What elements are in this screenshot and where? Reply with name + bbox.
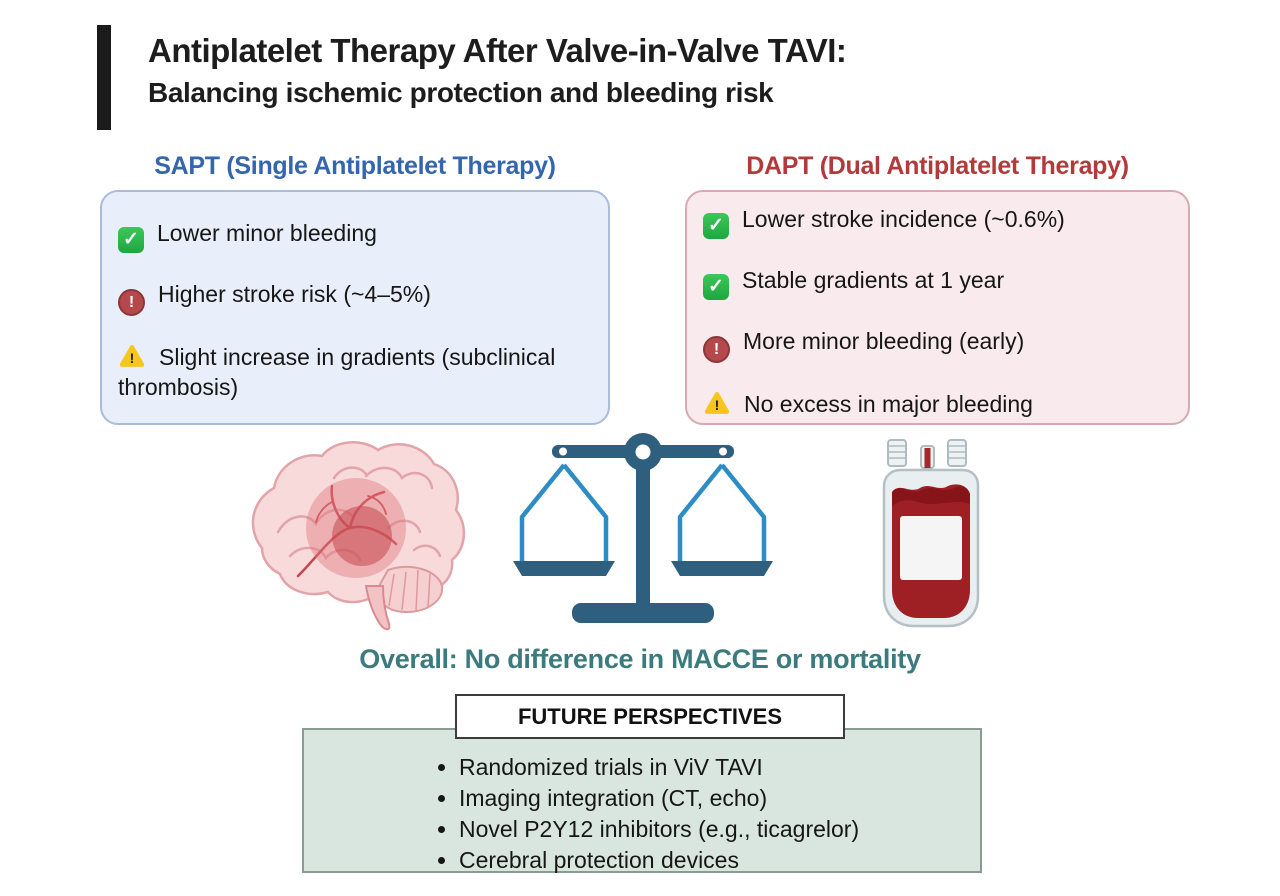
bullet-item: Cerebral protection devices <box>459 845 980 875</box>
item-text: Stable gradients at 1 year <box>742 267 1005 293</box>
list-item: ✓ Stable gradients at 1 year <box>703 265 1172 300</box>
list-item: ✓ Lower minor bleeding <box>118 218 592 253</box>
item-text: Higher stroke risk (~4–5%) <box>158 281 431 307</box>
alert-icon: ! <box>118 289 145 316</box>
blood-bag-icon <box>882 439 980 628</box>
dapt-heading: DAPT (Dual Antiplatelet Therapy) <box>746 152 1129 180</box>
check-icon: ✓ <box>118 227 144 253</box>
alert-icon: ! <box>703 336 730 363</box>
title-accent-bar <box>97 25 111 130</box>
overall-summary: Overall: No difference in MACCE or morta… <box>359 644 921 674</box>
list-item: ✓ Lower stroke incidence (~0.6%) <box>703 204 1172 239</box>
item-text: Slight increase in gradients (subclinica… <box>118 344 556 400</box>
future-perspectives-box: Randomized trials in ViV TAVI Imaging in… <box>302 728 982 873</box>
dapt-items: ✓ Lower stroke incidence (~0.6%) ✓ Stable … <box>687 192 1188 419</box>
warning-icon: ! <box>119 344 145 367</box>
warning-icon: ! <box>704 391 730 414</box>
list-item: ! No excess in major bleeding <box>703 389 1172 419</box>
list-item: ! Slight increase in gradients (subclini… <box>118 342 592 402</box>
check-icon: ✓ <box>703 274 729 300</box>
item-text: More minor bleeding (early) <box>743 328 1025 354</box>
warning-glyph: ! <box>715 397 720 413</box>
future-perspectives-title: FUTURE PERSPECTIVES <box>455 694 845 739</box>
check-icon: ✓ <box>703 213 729 239</box>
bullet-item: Imaging integration (CT, echo) <box>459 783 980 813</box>
title-block: Antiplatelet Therapy After Valve-in-Valv… <box>148 30 1208 112</box>
sapt-items: ✓ Lower minor bleeding ! Higher stroke ris… <box>102 192 608 402</box>
balance-scale-icon <box>513 433 773 623</box>
item-text: Lower minor bleeding <box>157 220 377 246</box>
sapt-heading: SAPT (Single Antiplatelet Therapy) <box>154 152 556 180</box>
page-subtitle: Balancing ischemic protection and bleedi… <box>148 77 774 108</box>
sapt-panel: ✓ Lower minor bleeding ! Higher stroke ris… <box>100 190 610 425</box>
item-text: Lower stroke incidence (~0.6%) <box>742 206 1065 232</box>
dapt-panel: ✓ Lower stroke incidence (~0.6%) ✓ Stable … <box>685 190 1190 425</box>
bullet-item: Novel P2Y12 inhibitors (e.g., ticagrelor… <box>459 814 980 844</box>
bullet-item: Randomized trials in ViV TAVI <box>459 752 980 782</box>
brain-stroke-icon <box>251 441 465 631</box>
warning-glyph: ! <box>130 350 135 366</box>
list-item: ! Higher stroke risk (~4–5%) <box>118 279 592 316</box>
list-item: ! More minor bleeding (early) <box>703 326 1172 363</box>
page-title: Antiplatelet Therapy After Valve-in-Valv… <box>148 32 847 69</box>
item-text: No excess in major bleeding <box>744 391 1033 417</box>
bullet-list: Randomized trials in ViV TAVI Imaging in… <box>304 752 980 875</box>
